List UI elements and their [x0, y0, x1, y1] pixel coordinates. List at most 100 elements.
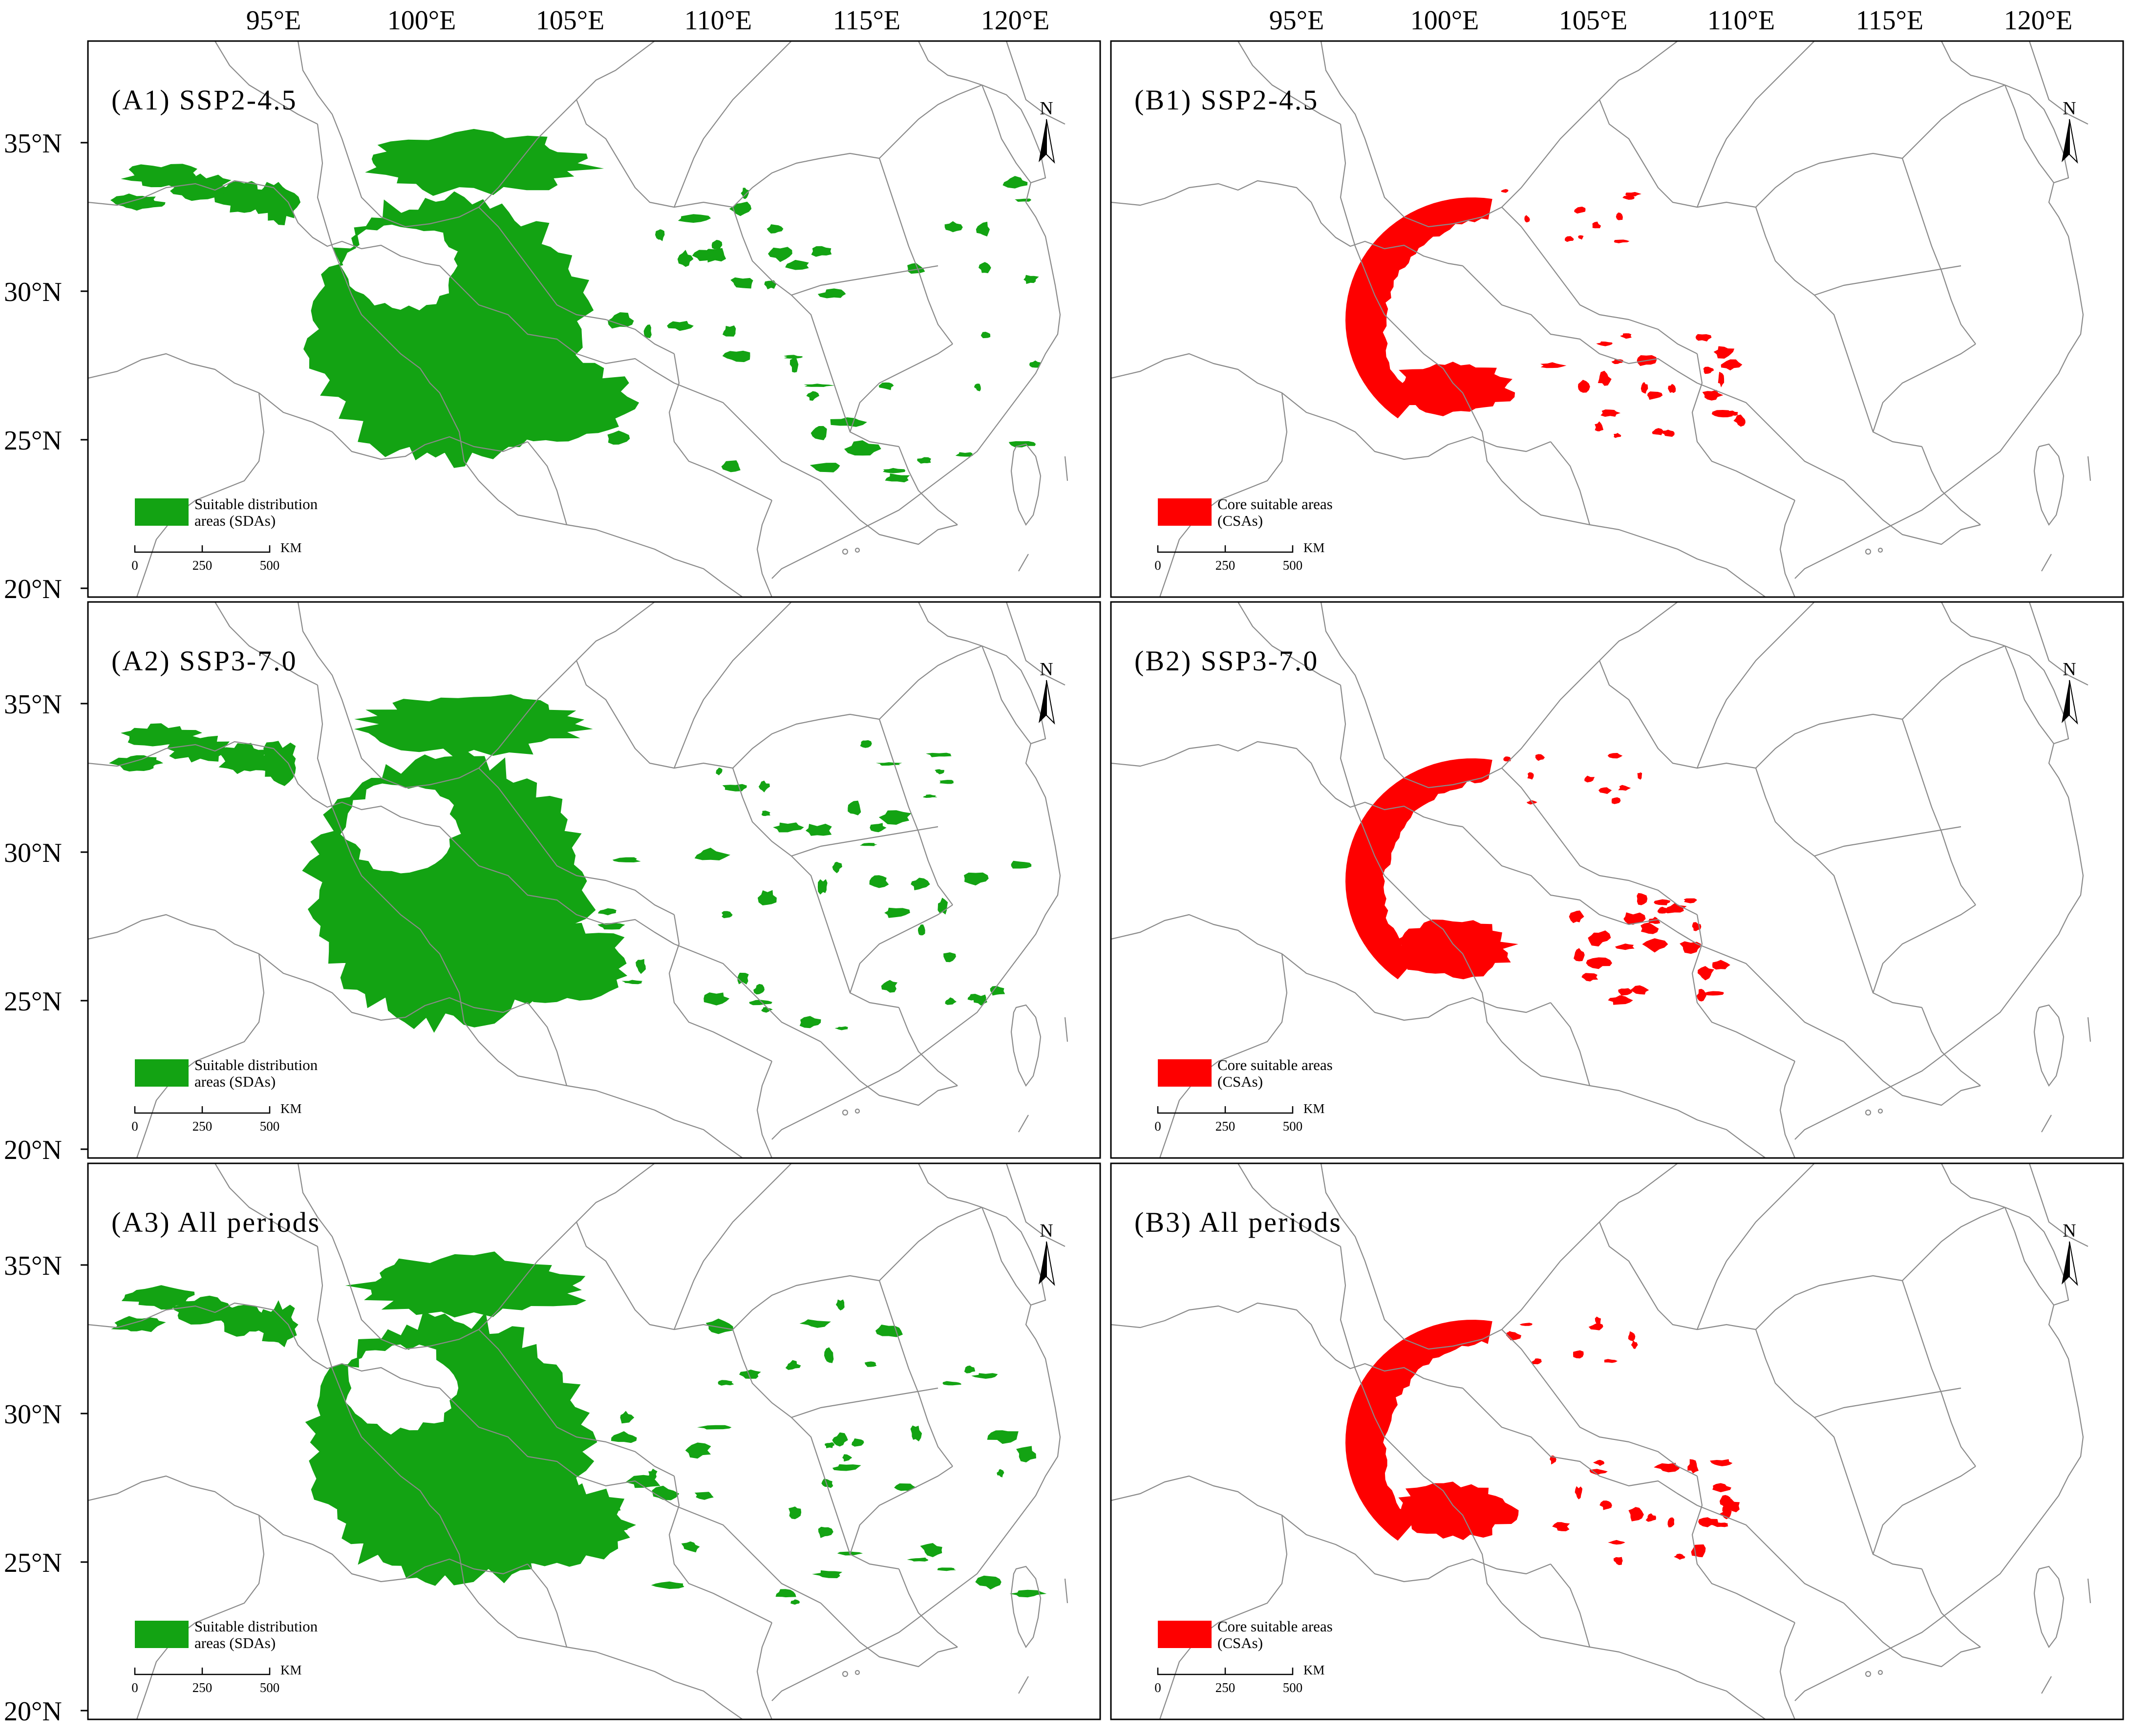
sda-east-patch [789, 357, 799, 373]
sda-east-patch [749, 1000, 772, 1006]
csa-patch [1718, 371, 1725, 387]
csa-north-patch [1622, 195, 1635, 200]
sda-east-patch [878, 810, 912, 825]
north-label: N [2063, 659, 2076, 680]
sda-east-patch [870, 823, 887, 833]
sda-east-patch [987, 1430, 1019, 1444]
legend-swatch [135, 1621, 189, 1648]
lat-tick-label: 35°N [4, 689, 62, 720]
sda-east-patch [722, 784, 747, 792]
sda-east-patch [655, 229, 665, 241]
sda-east-patch [943, 952, 956, 963]
sda-east-patch [859, 843, 877, 846]
lon-tick-label: 120°E [2004, 5, 2073, 36]
sda-east-patch [1016, 1446, 1036, 1462]
csa-patch [1657, 906, 1668, 914]
panel-frame [87, 1162, 1101, 1720]
csa-north-patch [1578, 235, 1584, 240]
csa-patch [1599, 1500, 1612, 1510]
scale-bar-label: 250 [1215, 1680, 1235, 1695]
sda-east-patch [799, 1319, 831, 1328]
lon-tick-label: 100°E [1410, 5, 1479, 36]
sda-east-patch [604, 1501, 621, 1512]
sda-east-patch [835, 1299, 845, 1311]
sda-east-patch [804, 384, 835, 387]
scale-bar-label: 0 [131, 1119, 138, 1134]
sda-east-patch [694, 847, 730, 860]
sda-east-patch [923, 794, 937, 798]
scale-bar-label: 500 [1283, 558, 1303, 573]
sda-east-patch [611, 1523, 628, 1531]
sda-east-patch [979, 262, 991, 274]
lon-tick-label: 115°E [1856, 5, 1924, 36]
sda-east-patch [681, 1541, 700, 1553]
sda-east-patch [935, 769, 944, 774]
scale-bar-label: 250 [1215, 1119, 1235, 1134]
sda-east-patch [917, 457, 931, 464]
sda-east-patch [964, 872, 989, 886]
sda-east-patch [643, 324, 652, 338]
sda-east-patch [818, 1526, 833, 1538]
csa-north-patch [1573, 1350, 1584, 1359]
lat-tick-label: 35°N [4, 1251, 62, 1281]
scale-bar-label: 500 [260, 1119, 280, 1134]
scale-bar-label: 0 [1154, 558, 1161, 573]
sda-east-patch [711, 239, 723, 251]
csa-north-patch [1625, 192, 1641, 196]
sda-east-patch [1011, 860, 1032, 869]
sda-east-patch [620, 1411, 635, 1424]
csa-patch [1652, 428, 1663, 435]
csa-patch [1661, 429, 1675, 437]
sda-east-patch [806, 823, 832, 836]
sda-east-patch [944, 221, 963, 233]
csa-patch [1722, 1501, 1732, 1514]
sda-east-patch [1023, 275, 1039, 284]
csa-patch [1667, 1517, 1675, 1527]
sda-east-patch [737, 972, 749, 985]
csa-patch [1623, 912, 1646, 925]
sda-east-patch [648, 1468, 658, 1480]
csa-north-patch [1607, 753, 1623, 759]
scale-bar-label: 0 [1154, 1680, 1161, 1695]
csa-patch [1712, 1522, 1728, 1527]
sda-east-patch [773, 822, 804, 833]
sda-east-patch [768, 247, 792, 262]
lon-tick-label: 110°E [1707, 5, 1775, 36]
sda-east-patch [832, 1432, 848, 1447]
scale-bar-unit: KM [1303, 1101, 1325, 1116]
csa-north-patch [1584, 775, 1595, 783]
csa-north-patch [1616, 212, 1623, 220]
csa-north-patch [1588, 1323, 1603, 1330]
csa-north-patch [1535, 754, 1545, 761]
csa-patch [1640, 382, 1648, 394]
map-panel-B2: (B2) SSP3-7.0 N Core suitable areas(CSAs) 0… [1110, 601, 2124, 1159]
csa-north-patch [1628, 1331, 1636, 1341]
lat-tick-label: 30°N [4, 838, 62, 868]
sda-east-patch [784, 355, 803, 359]
sda-east-patch [730, 277, 753, 289]
map-panel-A3: (A3) All periods N Suitable distributionar… [87, 1162, 1101, 1720]
csa-patch [1711, 410, 1733, 418]
legend-label: (CSAs) [1217, 1634, 1263, 1651]
scale-bar-unit: KM [1303, 1663, 1325, 1677]
legend-swatch [1158, 1621, 1212, 1648]
lon-tick-label: 110°E [684, 5, 752, 36]
sda-east-patch [907, 1557, 928, 1562]
csa-patch [1712, 960, 1730, 970]
panel-frame [1110, 601, 2124, 1159]
csa-patch [1586, 957, 1612, 969]
sda-east-patch [762, 811, 770, 816]
sda-east-patch [825, 1442, 835, 1449]
lat-tick-label: 20°N [4, 1135, 62, 1165]
csa-north-patch [1595, 1316, 1601, 1326]
lon-tick-label: 115°E [833, 5, 901, 36]
lat-tick-label: 25°N [4, 1548, 62, 1578]
sda-east-patch [964, 1365, 976, 1373]
sda-east-patch [832, 861, 842, 874]
csa-patch [1687, 1459, 1699, 1474]
scale-bar-unit: KM [280, 1663, 302, 1677]
sda-east-patch [678, 214, 711, 223]
sda-east-patch [939, 780, 954, 784]
csa-patch [1696, 988, 1706, 1002]
csa-patch [1618, 988, 1633, 996]
